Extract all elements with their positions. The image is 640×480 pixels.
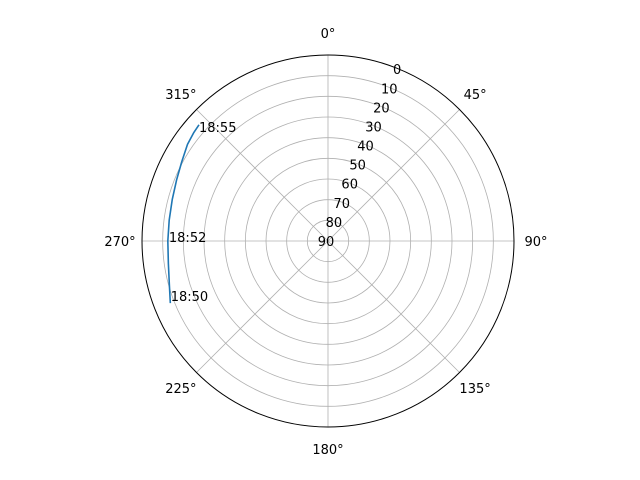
annotation-layer: 18:50 18:52 18:55 [169,121,237,305]
grid-layer [142,55,514,427]
theta-tick-label: 225° [165,382,196,397]
r-tick-label: 90 [318,235,335,250]
theta-gridline-135 [327,240,460,373]
theta-gridline-315 [196,109,329,242]
theta-tick-label: 90° [524,235,547,250]
time-annotation: 18:55 [199,121,236,136]
r-tick-label: 80 [326,216,343,231]
polar-frame [141,54,515,428]
r-tick-label: 40 [357,140,374,155]
theta-gridline-225 [196,240,329,373]
r-tick-label: 50 [349,159,366,174]
theta-tick-label: 270° [104,235,135,250]
time-annotation: 18:50 [171,290,208,305]
theta-tick-label: 135° [459,382,490,397]
series-line-0 [167,124,200,304]
r-tick-label: 10 [381,82,398,97]
theta-tick-label: 0° [321,27,336,42]
r-tick-label: 0 [393,63,401,78]
time-annotation: 18:52 [169,231,206,246]
theta-tick-label: 180° [312,443,343,458]
theta-tick-label: 315° [165,88,196,103]
r-tick-label: 20 [373,101,390,116]
series-layer [167,124,200,304]
theta-tick-label: 45° [464,88,487,103]
frame-layer [141,54,515,428]
r-tick-label: 60 [341,178,358,193]
theta-gridline-45 [327,109,460,242]
r-tick-label: 70 [334,197,351,212]
tick-layer: 0° 45° 90° 135° 180° 225° 270° 315° 0 10 20 30 40 50 6… [104,27,547,458]
r-tick-label: 30 [365,120,382,135]
